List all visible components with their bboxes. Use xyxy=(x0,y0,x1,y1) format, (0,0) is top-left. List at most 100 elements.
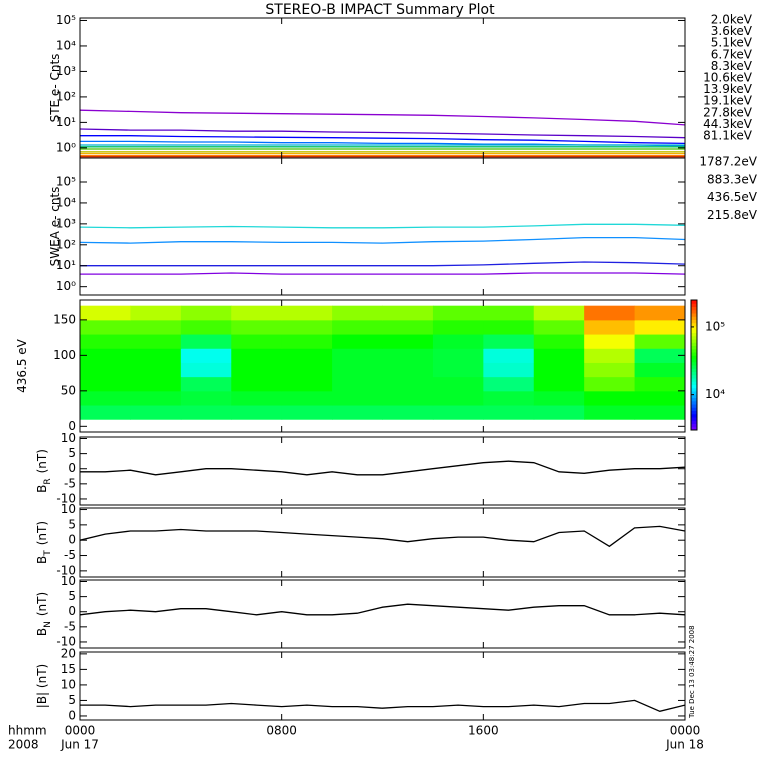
colorbar-frame xyxy=(690,299,698,431)
heat-cell xyxy=(180,390,232,406)
heat-cell xyxy=(281,305,333,321)
y-axis-label: 436.5 eV xyxy=(15,338,29,393)
plot-title: STEREO-B IMPACT Summary Plot xyxy=(265,2,495,18)
heat-cell xyxy=(180,348,232,363)
heat-cell xyxy=(231,390,283,406)
series-line xyxy=(80,525,685,548)
series-line xyxy=(80,223,685,229)
colorbar-step xyxy=(691,381,697,385)
y-axis-label: BN (nT) xyxy=(35,592,53,636)
y-tick-label: 20 xyxy=(61,646,76,660)
y-tick-label: 5 xyxy=(68,589,76,603)
date-label: Jun 17 xyxy=(60,738,99,752)
colorbar-step xyxy=(691,300,697,304)
legend-entry: 2.0keV xyxy=(711,13,753,27)
colorbar-step xyxy=(691,358,697,363)
colorbar-step xyxy=(691,303,697,307)
heat-cell xyxy=(483,362,535,378)
series-line xyxy=(80,236,685,244)
heat-cell xyxy=(281,376,333,392)
colorbar-step xyxy=(691,387,697,392)
heat-cell xyxy=(231,334,283,349)
colorbar-step xyxy=(691,384,697,389)
heat-cell xyxy=(332,362,383,378)
panel xyxy=(80,603,685,616)
y-tick-label: 5 xyxy=(68,446,76,460)
heat-cell xyxy=(584,376,636,392)
colorbar-step xyxy=(691,313,697,317)
y-tick-label: 10⁵ xyxy=(56,13,76,27)
heat-cell xyxy=(634,376,685,392)
heat-cell xyxy=(533,405,585,420)
heat-cell xyxy=(584,334,636,349)
colorbar-step xyxy=(691,332,697,337)
heat-cell xyxy=(432,334,484,349)
legend-entry: 883.3eV xyxy=(707,172,758,186)
heat-cell xyxy=(180,319,232,335)
y-tick-label: 0 xyxy=(68,708,76,722)
y-tick-label: 10⁴ xyxy=(56,38,76,52)
colorbar-step xyxy=(691,348,697,353)
panel xyxy=(80,525,685,548)
heat-cell xyxy=(80,390,131,406)
series-line xyxy=(80,128,685,139)
heat-cell xyxy=(231,376,283,392)
heat-cell xyxy=(130,405,182,420)
colorbar-tick-label: 10⁵ xyxy=(705,319,725,333)
heat-cell xyxy=(382,390,434,406)
legend-entry: 19.1keV xyxy=(703,94,753,108)
colorbar-step xyxy=(691,371,697,376)
y-tick-label: 15 xyxy=(61,662,76,676)
heat-cell xyxy=(382,305,434,321)
legend-entry: 10.6keV xyxy=(703,71,753,85)
heat-cell xyxy=(432,376,484,392)
y-axis-label: STE e- Cnts xyxy=(48,54,62,123)
legend-entry: 44.3keV xyxy=(703,117,753,131)
legend-entry: 215.8eV xyxy=(707,208,758,222)
series-line xyxy=(80,699,685,712)
heat-cell xyxy=(332,390,383,406)
heat-cell xyxy=(281,348,333,363)
y-tick-label: 10⁰ xyxy=(56,140,76,154)
panel xyxy=(80,223,685,275)
heat-cell xyxy=(130,334,182,349)
heat-cell xyxy=(634,362,685,378)
panel-frame xyxy=(79,17,686,159)
panel xyxy=(80,699,685,712)
y-tick-label: 10 xyxy=(61,502,76,516)
colorbar-step xyxy=(691,355,697,359)
heat-cell xyxy=(533,305,585,321)
colorbar-step xyxy=(691,319,697,324)
heat-cell xyxy=(180,376,232,392)
heat-cell xyxy=(634,390,685,406)
colorbar-step xyxy=(691,352,697,356)
colorbar-step xyxy=(691,417,697,421)
y-tick-label: 10² xyxy=(56,237,76,251)
y-tick-label: 10⁵ xyxy=(56,174,76,188)
heat-cell xyxy=(382,405,434,420)
heat-cell xyxy=(180,405,232,420)
heat-cell xyxy=(533,348,585,363)
x-tick-label: 0000 xyxy=(65,724,96,738)
heat-cell xyxy=(584,362,636,378)
heat-cell xyxy=(382,348,434,363)
y-axis-label-unit: (nT) xyxy=(35,592,49,616)
heat-cell xyxy=(634,319,685,335)
y-tick-label: 0 xyxy=(68,461,76,475)
heat-cell xyxy=(634,334,685,349)
heat-cell xyxy=(483,390,535,406)
y-axis-label-main: B xyxy=(35,556,49,564)
heat-cell xyxy=(281,334,333,349)
y-tick-label: -10 xyxy=(56,563,76,577)
colorbar-tick-label: 10⁴ xyxy=(705,387,725,401)
colorbar-step xyxy=(691,404,697,408)
legend-entry: 5.1keV xyxy=(711,36,753,50)
heat-cell xyxy=(382,334,434,349)
heat-cell xyxy=(584,390,636,406)
y-tick-label: 5 xyxy=(68,693,76,707)
heat-cell xyxy=(281,362,333,378)
colorbar-step xyxy=(691,413,697,418)
y-axis-label: |B| (nT) xyxy=(35,664,49,708)
heat-cell xyxy=(584,348,636,363)
